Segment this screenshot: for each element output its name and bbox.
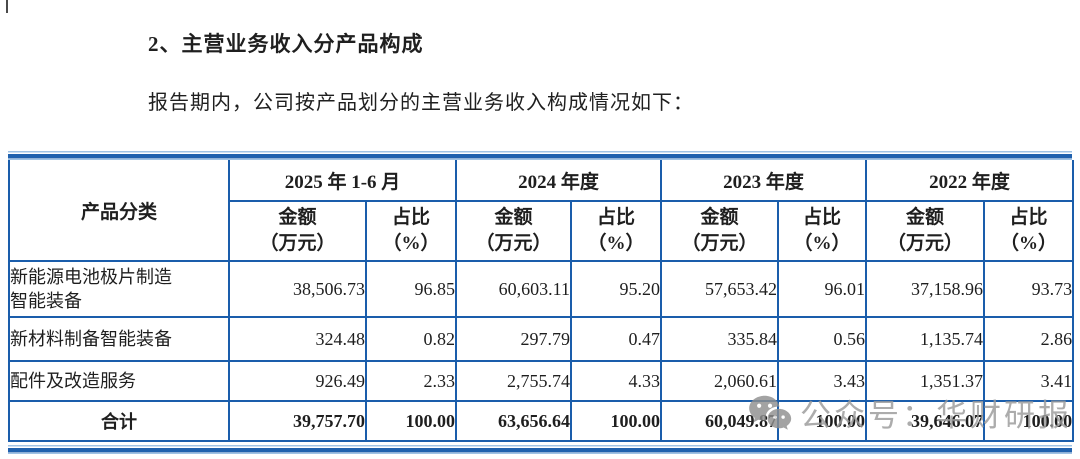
table-row: 新材料制备智能装备 324.48 0.82 297.79 0.47 335.84… bbox=[8, 316, 1075, 362]
ratio-cell: 4.33 bbox=[570, 360, 663, 402]
ratio-cell: 93.73 bbox=[983, 260, 1075, 318]
amount-header-cell: 金额 （万元） bbox=[228, 200, 367, 262]
amount-label: 金额 bbox=[906, 207, 945, 229]
corner-header-cell: 产品分类 bbox=[8, 160, 230, 262]
ratio-cell: 0.47 bbox=[570, 316, 663, 362]
amount-unit: （万元） bbox=[475, 233, 552, 254]
amount-cell: 2,060.61 bbox=[660, 360, 780, 402]
amount-cell: 297.79 bbox=[455, 316, 573, 362]
amount-cell: 1,351.37 bbox=[865, 360, 986, 402]
amount-cell: 57,653.42 bbox=[660, 260, 780, 318]
table-row: 新能源电池极片制造 智能装备 38,506.73 96.85 60,603.11… bbox=[8, 260, 1075, 318]
total-ratio-cell: 100.00 bbox=[983, 400, 1075, 442]
total-amount-cell: 63,656.64 bbox=[455, 400, 573, 442]
ratio-label: 占比 bbox=[803, 207, 842, 229]
amount-cell: 1,135.74 bbox=[865, 316, 986, 362]
table-total-row: 合计 39,757.70 100.00 63,656.64 100.00 60,… bbox=[8, 400, 1075, 442]
product-name-cell: 新能源电池极片制造 智能装备 bbox=[8, 260, 230, 318]
amount-cell: 335.84 bbox=[660, 316, 780, 362]
total-amount-cell: 39,646.07 bbox=[865, 400, 986, 442]
total-amount-cell: 39,757.70 bbox=[228, 400, 367, 442]
ratio-unit: （%） bbox=[382, 233, 440, 254]
amount-label: 金额 bbox=[700, 207, 739, 229]
ratio-label: 占比 bbox=[597, 207, 636, 229]
ratio-unit: （%） bbox=[793, 233, 851, 254]
ratio-cell: 3.43 bbox=[777, 360, 868, 402]
ratio-cell: 0.82 bbox=[364, 316, 458, 362]
amount-cell: 37,158.96 bbox=[865, 260, 986, 318]
amount-cell: 324.48 bbox=[228, 316, 367, 362]
total-amount-cell: 60,049.87 bbox=[660, 400, 780, 442]
ratio-cell: 3.41 bbox=[983, 360, 1075, 402]
revenue-table-container: 产品分类 2025 年 1-6 月 2024 年度 2023 年度 2022 年… bbox=[8, 151, 1075, 454]
total-label-cell: 合计 bbox=[8, 400, 230, 442]
section-title: 2、主营业务收入分产品构成 bbox=[148, 32, 424, 56]
ratio-header-cell: 占比 （%） bbox=[364, 200, 458, 262]
page-edge-artifact bbox=[6, 0, 8, 13]
total-ratio-cell: 100.00 bbox=[570, 400, 663, 442]
table-header-periods-row: 产品分类 2025 年 1-6 月 2024 年度 2023 年度 2022 年… bbox=[8, 160, 1075, 262]
ratio-label: 占比 bbox=[392, 207, 431, 229]
amount-label: 金额 bbox=[494, 207, 533, 229]
table-top-border-bar bbox=[8, 151, 1072, 160]
ratio-header-cell: 占比 （%） bbox=[983, 200, 1075, 262]
ratio-header-cell: 占比 （%） bbox=[777, 200, 868, 262]
revenue-by-product-table: 产品分类 2025 年 1-6 月 2024 年度 2023 年度 2022 年… bbox=[8, 160, 1075, 442]
amount-unit: （万元） bbox=[681, 233, 758, 254]
ratio-unit: （%） bbox=[587, 233, 645, 254]
table-bottom-border-bar bbox=[8, 445, 1072, 454]
ratio-cell: 96.85 bbox=[364, 260, 458, 318]
period-header-2024: 2024 年度 bbox=[455, 160, 663, 202]
ratio-cell: 96.01 bbox=[777, 260, 868, 318]
amount-cell: 38,506.73 bbox=[228, 260, 367, 318]
amount-cell: 926.49 bbox=[228, 360, 367, 402]
ratio-label: 占比 bbox=[1009, 207, 1048, 229]
product-name-cell: 配件及改造服务 bbox=[8, 360, 230, 402]
amount-header-cell: 金额 （万元） bbox=[865, 200, 986, 262]
period-header-2025: 2025 年 1-6 月 bbox=[227, 160, 458, 202]
amount-label: 金额 bbox=[278, 207, 317, 229]
amount-unit: （万元） bbox=[259, 233, 336, 254]
ratio-cell: 2.33 bbox=[364, 360, 458, 402]
amount-cell: 60,603.11 bbox=[455, 260, 573, 318]
ratio-cell: 0.56 bbox=[777, 316, 868, 362]
table-row: 配件及改造服务 926.49 2.33 2,755.74 4.33 2,060.… bbox=[8, 360, 1075, 402]
amount-cell: 2,755.74 bbox=[455, 360, 573, 402]
product-name-cell: 新材料制备智能装备 bbox=[8, 316, 230, 362]
table-header-metrics-row: 金额 （万元） 占比 （%） 金额 （万元） 占比 （%） 金额 （万元） bbox=[9, 200, 1075, 262]
amount-unit: （万元） bbox=[887, 233, 964, 254]
intro-paragraph: 报告期内，公司按产品划分的主营业务收入构成情况如下： bbox=[148, 92, 694, 114]
ratio-header-cell: 占比 （%） bbox=[570, 200, 663, 262]
ratio-unit: （%） bbox=[1000, 233, 1058, 254]
period-header-2022: 2022 年度 bbox=[865, 160, 1075, 202]
amount-header-cell: 金额 （万元） bbox=[660, 200, 780, 262]
ratio-cell: 2.86 bbox=[983, 316, 1075, 362]
amount-header-cell: 金额 （万元） bbox=[455, 200, 573, 262]
period-header-2023: 2023 年度 bbox=[660, 160, 868, 202]
ratio-cell: 95.20 bbox=[570, 260, 663, 318]
total-ratio-cell: 100.00 bbox=[364, 400, 458, 442]
total-ratio-cell: 100.00 bbox=[777, 400, 868, 442]
